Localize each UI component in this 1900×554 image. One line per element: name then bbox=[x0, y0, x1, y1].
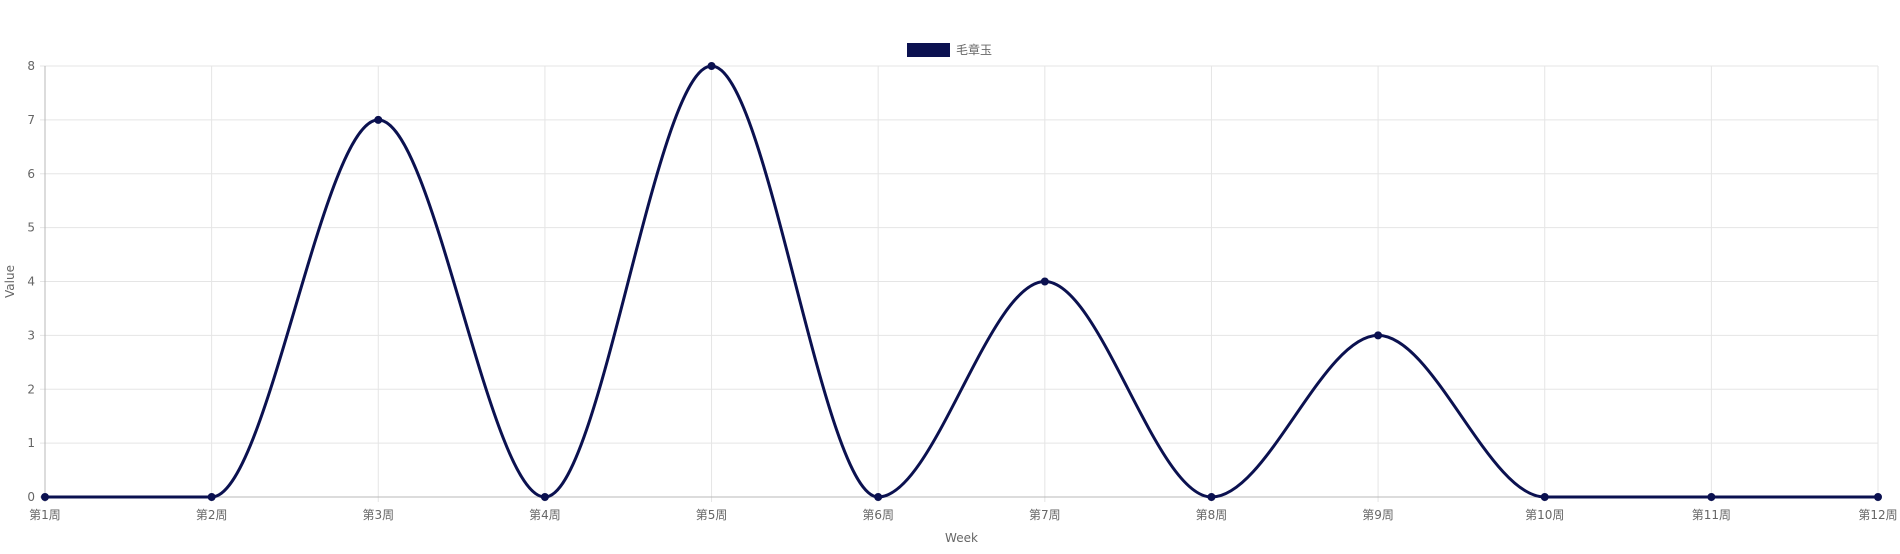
data-point[interactable] bbox=[41, 493, 49, 501]
legend[interactable]: 毛章玉 bbox=[907, 42, 992, 57]
x-tick-label: 第4周 bbox=[529, 508, 561, 522]
data-point[interactable] bbox=[207, 493, 216, 501]
y-axis-title: Value bbox=[3, 265, 17, 298]
y-tick-label: 5 bbox=[27, 221, 35, 235]
x-tick-label: 第9周 bbox=[1362, 508, 1394, 522]
x-tick-label: 第1周 bbox=[29, 508, 61, 522]
x-tick-label: 第10周 bbox=[1525, 508, 1564, 522]
x-tick-label: 第8周 bbox=[1196, 508, 1228, 522]
y-tick-label: 7 bbox=[27, 113, 35, 127]
x-tick-label: 第2周 bbox=[196, 508, 228, 522]
y-tick-label: 3 bbox=[27, 328, 35, 342]
data-point[interactable] bbox=[1207, 493, 1216, 501]
y-tick-label: 1 bbox=[27, 436, 35, 450]
legend-label[interactable]: 毛章玉 bbox=[956, 42, 992, 57]
x-tick-label: 第5周 bbox=[696, 508, 728, 522]
series-line[interactable] bbox=[45, 64, 1879, 499]
data-point[interactable] bbox=[707, 62, 716, 70]
y-tick-label: 6 bbox=[27, 167, 35, 181]
y-tick-label: 8 bbox=[27, 59, 35, 73]
data-point[interactable] bbox=[1540, 493, 1549, 501]
data-point[interactable] bbox=[1707, 493, 1716, 501]
y-tick-label: 0 bbox=[27, 490, 35, 504]
legend-swatch[interactable] bbox=[907, 43, 950, 57]
x-tick-label: 第7周 bbox=[1029, 508, 1061, 522]
x-tick-label: 第12周 bbox=[1858, 508, 1897, 522]
data-point[interactable] bbox=[874, 493, 883, 501]
y-tick-label: 4 bbox=[27, 275, 35, 289]
x-tick-label: 第6周 bbox=[862, 508, 894, 522]
data-point[interactable] bbox=[1374, 331, 1383, 340]
data-point[interactable] bbox=[1040, 277, 1049, 286]
axes: 第1周 第2周 第3周 第4周 第5周 第6周 第7周 第8周 第9周 第10周 第11周 第12周 0… bbox=[27, 59, 1897, 522]
x-tick-label: 第3周 bbox=[362, 508, 394, 522]
grid bbox=[40, 65, 1879, 502]
data-point[interactable] bbox=[540, 493, 549, 501]
y-tick-label: 2 bbox=[27, 382, 35, 396]
series-layer bbox=[41, 62, 1882, 501]
x-axis-title: Week bbox=[945, 531, 978, 545]
data-point[interactable] bbox=[1874, 493, 1882, 501]
data-point[interactable] bbox=[374, 115, 383, 124]
x-tick-label: 第11周 bbox=[1692, 508, 1731, 522]
